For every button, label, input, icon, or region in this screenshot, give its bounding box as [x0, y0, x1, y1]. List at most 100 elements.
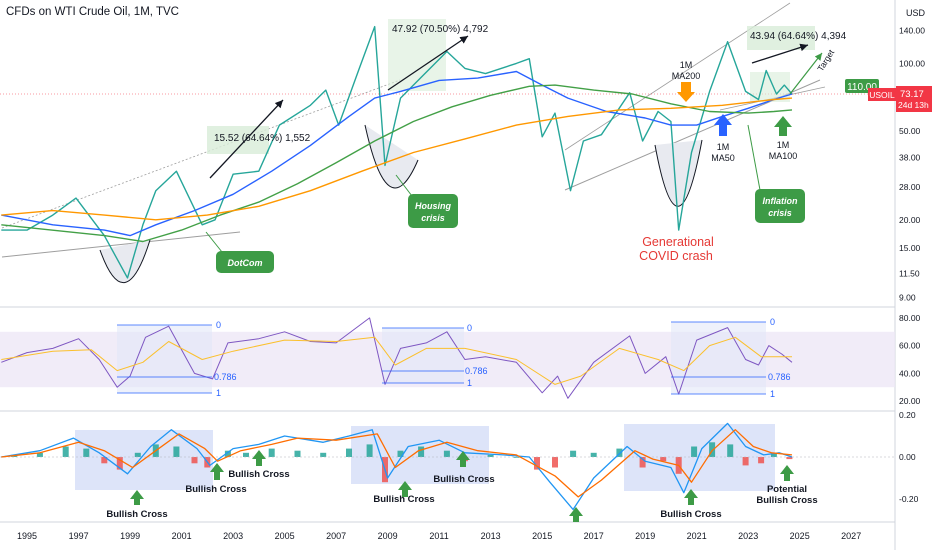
callout-inflation-box — [755, 189, 805, 223]
callout-housing-text-2: crisis — [421, 213, 445, 223]
time-axis-ticks: 1995 1997 1999 2001 2003 2005 2007 2009 2011 2013… — [17, 531, 861, 541]
rsi-fib1-1-label: 1 — [216, 388, 221, 398]
countdown-value: 24d 13h — [898, 100, 929, 110]
time-tick-label-8: 2011 — [429, 531, 448, 541]
macd-histogram-bar-36 — [742, 457, 749, 466]
macd-histogram-bar-19 — [397, 450, 404, 457]
rsi-fib1-0-label: 0 — [216, 320, 221, 330]
time-tick-label-0: 1995 — [17, 531, 37, 541]
bullish-cross-label-5: Bullish Cross — [433, 474, 494, 485]
macd-histogram-bar-4 — [101, 457, 108, 464]
callout-inflation-pointer — [747, 124, 761, 191]
time-tick-label-3: 2001 — [172, 531, 192, 541]
ma200-arrow-icon — [677, 82, 695, 102]
macd-histogram-bar-8 — [173, 446, 180, 457]
macd-histogram-bar-15 — [320, 452, 327, 457]
target-arrow — [789, 52, 823, 95]
macd-histogram-bar-17 — [366, 444, 373, 457]
price-tick-label-0: 140.00 — [899, 26, 925, 36]
rsi-tick-label-3: 20.00 — [899, 396, 921, 406]
macd-histogram-bar-12 — [243, 452, 249, 457]
ma50-label-1: 1M — [717, 142, 730, 152]
callout-dotcom-box — [216, 251, 274, 273]
potential-cross-label-2: Bullish Cross — [756, 495, 817, 506]
callout-inflation-text-2: crisis — [768, 208, 792, 218]
macd-histogram-bar-39 — [786, 457, 793, 460]
rsi-fib3-786-label: 0.786 — [768, 372, 791, 382]
measure-box-1 — [207, 126, 269, 154]
macd-histogram-bar-11 — [224, 450, 231, 457]
rsi-rsi-ma-line — [1, 336, 792, 385]
time-tick-label-14: 2023 — [738, 531, 758, 541]
price-tick-label-5: 28.00 — [899, 182, 921, 192]
bullish-cross-arrow-3-icon — [252, 450, 266, 466]
macd-histogram-bar-26 — [552, 457, 558, 468]
u-shape-housing — [364, 124, 419, 189]
covid-label-1: Generational — [642, 235, 714, 249]
macd-histogram-bar-9 — [191, 457, 198, 464]
ma200-label-1: 1M — [680, 60, 693, 70]
time-tick-label-9: 2013 — [481, 531, 501, 541]
macd-histogram-bar-14 — [294, 450, 301, 457]
rsi-zone-2 — [382, 328, 464, 383]
trend-arrows — [209, 35, 823, 179]
rsi-tick-label-2: 40.00 — [899, 368, 921, 378]
channel-top-1 — [1, 79, 401, 229]
macd-histogram-bar-34 — [709, 442, 716, 457]
macd-axis-ticks: 0.20 0.00 -0.20 — [899, 410, 919, 504]
price-tick-label-6: 20.00 — [899, 215, 921, 225]
symbol-badge-text: USOIL — [869, 90, 895, 100]
time-tick-label-13: 2021 — [687, 531, 707, 541]
macd-histogram-bar-28 — [590, 452, 597, 457]
macd-histogram-bar-24 — [513, 457, 520, 458]
trend-arrow-1 — [209, 99, 284, 179]
time-tick-label-12: 2019 — [635, 531, 655, 541]
time-tick-label-16: 2027 — [841, 531, 861, 541]
macd-histogram-bar-23 — [487, 454, 494, 457]
price-1m-ma100-line — [1, 84, 793, 243]
covid-label-2: COVID crash — [639, 249, 713, 263]
time-tick-label-11: 2017 — [584, 531, 604, 541]
potential-cross-label-1: Potential — [767, 484, 807, 495]
bullish-cross-arrow-1-icon — [130, 490, 144, 505]
chart-title: CFDs on WTI Crude Oil, 1M, TVC — [6, 6, 179, 18]
price-tick-label-7: 15.00 — [899, 243, 921, 253]
rsi-zones — [117, 322, 766, 394]
macd-histogram-bar-2 — [62, 446, 69, 457]
last-price-value: 73.17 — [900, 89, 924, 100]
macd-histogram-bar-35 — [727, 444, 734, 457]
macd-histogram-bar-37 — [758, 457, 765, 464]
macd-tick-label-2: -0.20 — [899, 494, 919, 504]
macd-zone-3 — [624, 424, 775, 491]
macd-annotations: Bullish Cross Bullish Cross Bullish Cros… — [106, 450, 818, 522]
rsi-zone-3 — [671, 322, 766, 394]
currency-label: USD — [906, 8, 926, 18]
price-series-group — [1, 25, 793, 279]
time-tick-label-7: 2009 — [378, 531, 398, 541]
macd-histogram-bar-30 — [639, 457, 646, 468]
macd-signal-line — [1, 429, 793, 498]
time-tick-label-10: 2015 — [532, 531, 552, 541]
bullish-cross-label-3: Bullish Cross — [228, 469, 289, 480]
measure-label-2: 47.92 (70.50%) 4,792 — [392, 24, 489, 35]
macd-histogram-bar-1 — [36, 452, 43, 457]
callout-dotcom-text: DotCom — [228, 258, 263, 268]
measure-label-1: 15.52 (64.64%) 1,552 — [214, 133, 311, 144]
price-badges: 110.00 USOIL 73.17 24d 13h — [845, 79, 932, 112]
rsi-fib-levels: 0 0.786 1 0 0.786 1 0 0.786 1 — [117, 317, 791, 399]
callout-dotcom: DotCom — [205, 231, 274, 273]
time-tick-label-2: 1999 — [120, 531, 140, 541]
time-tick-label-1: 1997 — [69, 531, 89, 541]
measure-label-3: 43.94 (64.64%) 4,394 — [750, 31, 847, 42]
ma50-arrow-icon — [714, 114, 732, 136]
price-tick-label-9: 9.00 — [899, 292, 916, 302]
bullish-cross-label-2: Bullish Cross — [185, 484, 246, 495]
measure-box-2 — [388, 19, 446, 91]
macd-histogram-bar-5 — [116, 457, 123, 470]
channel-bottom-1 — [1, 231, 241, 258]
trend-arrow-2 — [387, 35, 469, 91]
ma50-label-2: MA50 — [711, 153, 735, 163]
time-tick-label-5: 2005 — [275, 531, 295, 541]
rsi-fib2-0-label: 0 — [467, 323, 472, 333]
